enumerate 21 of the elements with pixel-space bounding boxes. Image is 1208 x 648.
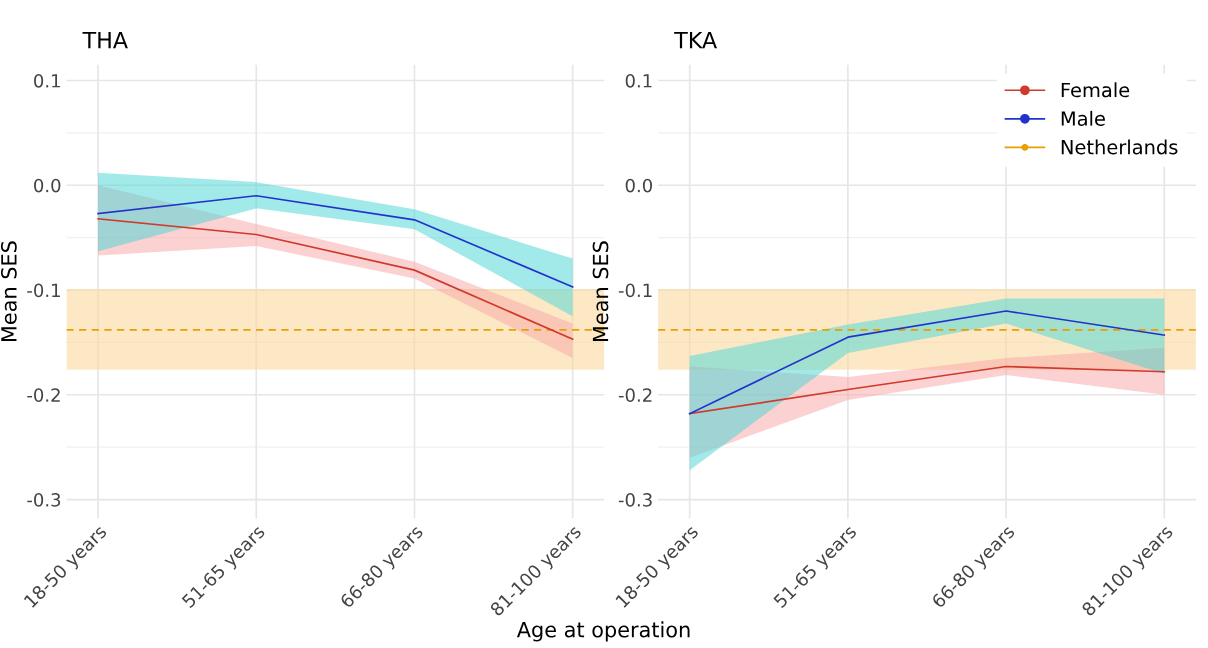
line-series [97, 194, 574, 288]
chart-title: TKA [674, 31, 717, 49]
x-axis-title: Age at operation [516, 621, 690, 642]
y-tick-label: 0.1 [34, 73, 60, 88]
legend-label: Male [1061, 110, 1105, 126]
legend-label: Female [1061, 82, 1130, 98]
line-series [97, 217, 574, 341]
y-tick-label: 0.0 [625, 178, 653, 193]
chart-title: THA [82, 31, 128, 49]
y-tick-label: 0.1 [625, 73, 652, 88]
y-tick-label: 0.0 [34, 178, 61, 193]
y-tick-label: -0.2 [27, 388, 60, 402]
line-series [688, 310, 1166, 415]
y-axis-title: Mean SES [592, 241, 609, 342]
y-tick-label: -0.1 [27, 283, 60, 298]
legend-label: Netherlands [1061, 139, 1178, 155]
y-tick-label: -0.2 [618, 388, 652, 402]
y-tick-label: -0.3 [27, 493, 61, 507]
y-tick-label: -0.3 [618, 493, 652, 507]
y-axis-title: Mean SES [1, 241, 17, 342]
y-tick-label: -0.1 [618, 283, 652, 298]
